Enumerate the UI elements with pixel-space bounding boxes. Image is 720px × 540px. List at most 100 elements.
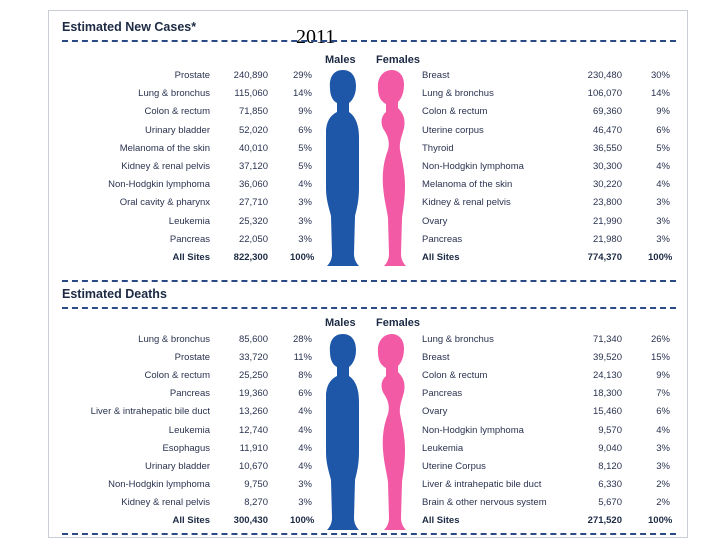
female-count: 9,570 (598, 424, 622, 436)
male-count: 13,260 (238, 406, 268, 418)
table-row: Liver & intrahepatic bile duct 13,260 4% Ov… (0, 403, 720, 421)
female-silhouette-icon (377, 334, 406, 530)
female-percent: 6% (656, 406, 670, 418)
table-row: Urinary bladder 10,670 4% Uterine Corpus 8,1… (0, 458, 720, 476)
male-percent: 8% (298, 370, 312, 382)
female-site-label: Thyroid (422, 142, 454, 154)
male-percent: 4% (298, 460, 312, 472)
male-count: 40,010 (238, 142, 268, 154)
male-percent: 3% (298, 215, 312, 227)
female-site-label: Kidney & renal pelvis (422, 197, 511, 209)
female-site-label: Leukemia (422, 442, 464, 454)
female-percent: 100% (648, 515, 673, 526)
female-site-label: Uterine Corpus (422, 460, 486, 472)
female-site-label: Colon & rectum (422, 106, 488, 118)
female-count: 71,340 (592, 334, 622, 345)
table-row: Urinary bladder 52,020 6% Uterine corpus 46,… (0, 122, 720, 140)
new-cases-females-heading: Females (376, 54, 421, 66)
female-count: 30,220 (592, 179, 622, 191)
male-site-label: Leukemia (168, 215, 210, 227)
male-percent: 3% (298, 197, 312, 209)
female-count: 271,520 (587, 515, 622, 526)
male-count: 10,670 (238, 460, 268, 472)
female-percent: 100% (648, 252, 673, 263)
female-percent: 3% (656, 233, 670, 245)
male-site-label: Colon & rectum (144, 106, 210, 118)
male-percent: 100% (290, 515, 315, 526)
male-percent: 3% (298, 233, 312, 245)
male-count: 12,740 (238, 424, 268, 436)
male-count: 36,060 (238, 179, 268, 191)
female-count: 106,070 (587, 88, 622, 100)
male-percent: 5% (298, 161, 312, 172)
male-site-label: Melanoma of the skin (119, 142, 210, 154)
female-percent: 3% (656, 442, 670, 454)
table-row: Pancreas 22,050 3% Pancreas 21,980 3% (0, 231, 720, 249)
female-site-label: Non-Hodgkin lymphoma (422, 161, 524, 172)
female-site-label: Ovary (422, 406, 448, 418)
female-count: 774,370 (587, 252, 622, 263)
female-count: 39,520 (592, 352, 622, 364)
female-site-label: Lung & bronchus (422, 88, 494, 100)
male-site-label: Prostate (174, 352, 210, 364)
new-cases-title: Estimated New Cases* (62, 20, 197, 34)
male-count: 85,600 (238, 334, 268, 345)
female-site-label: Melanoma of the skin (422, 179, 513, 191)
female-percent: 2% (656, 478, 670, 490)
female-count: 24,130 (592, 370, 622, 382)
male-site-label: Liver & intrahepatic bile duct (90, 406, 210, 418)
new-cases-divider (62, 40, 676, 42)
female-percent: 4% (656, 161, 670, 172)
female-count: 21,990 (592, 215, 622, 227)
female-count: 36,550 (592, 142, 622, 154)
male-count: 25,250 (238, 370, 268, 382)
deaths-title: Estimated Deaths (62, 287, 167, 301)
male-site-label: Leukemia (168, 424, 210, 436)
male-percent: 5% (298, 142, 312, 154)
table-row: Pancreas 19,360 6% Pancreas 18,300 7% (0, 385, 720, 403)
female-count: 69,360 (592, 106, 622, 118)
table-row: Leukemia 25,320 3% Ovary 21,990 3% (0, 213, 720, 231)
female-site-label: Uterine corpus (422, 124, 484, 136)
male-count: 27,710 (238, 197, 268, 209)
female-site-label: All Sites (422, 515, 460, 526)
table-row: Prostate 33,720 11% Breast 39,520 15% (0, 349, 720, 367)
female-count: 23,800 (592, 197, 622, 209)
female-percent: 7% (656, 388, 670, 400)
deaths-males-heading: Males (325, 317, 356, 329)
male-site-label: Prostate (174, 70, 210, 81)
female-site-label: Ovary (422, 215, 448, 227)
female-site-label: Pancreas (422, 233, 463, 245)
female-site-label: Breast (422, 352, 450, 364)
male-percent: 9% (298, 106, 312, 118)
female-percent: 9% (656, 370, 670, 382)
male-count: 8,270 (244, 496, 268, 508)
table-row: Melanoma of the skin 40,010 5% Thyroid 36,55… (0, 140, 720, 158)
total-row: All Sites 822,300 100% All Sites 774,370 100% (0, 249, 720, 267)
male-silhouette-icon (326, 70, 359, 266)
female-percent: 2% (656, 496, 670, 508)
table-row: Oral cavity & pharynx 27,710 3% Kidney & re… (0, 194, 720, 212)
male-percent: 6% (298, 388, 312, 400)
male-site-label: Pancreas (169, 388, 210, 400)
female-percent: 4% (656, 424, 670, 436)
male-count: 300,430 (233, 515, 268, 526)
table-row: Prostate 240,890 29% Breast 230,480 30% (0, 67, 720, 85)
table-row: Non-Hodgkin lymphoma 9,750 3% Liver & intra… (0, 476, 720, 494)
male-percent: 29% (292, 70, 312, 81)
male-site-label: All Sites (172, 515, 211, 526)
male-count: 52,020 (238, 124, 268, 136)
male-percent: 4% (298, 442, 312, 454)
year-label: 2011 (296, 26, 336, 48)
male-site-label: Oral cavity & pharynx (119, 197, 210, 209)
page-frame (48, 10, 688, 538)
male-percent: 11% (293, 352, 312, 364)
deaths-top-divider (62, 280, 676, 282)
male-site-label: All Sites (172, 252, 211, 263)
female-count: 30,300 (592, 161, 622, 172)
male-count: 115,060 (234, 88, 268, 100)
male-count: 33,720 (238, 352, 268, 364)
female-silhouette-icon (377, 70, 406, 266)
male-percent: 4% (298, 179, 312, 191)
new-cases-males-heading: Males (325, 54, 356, 66)
